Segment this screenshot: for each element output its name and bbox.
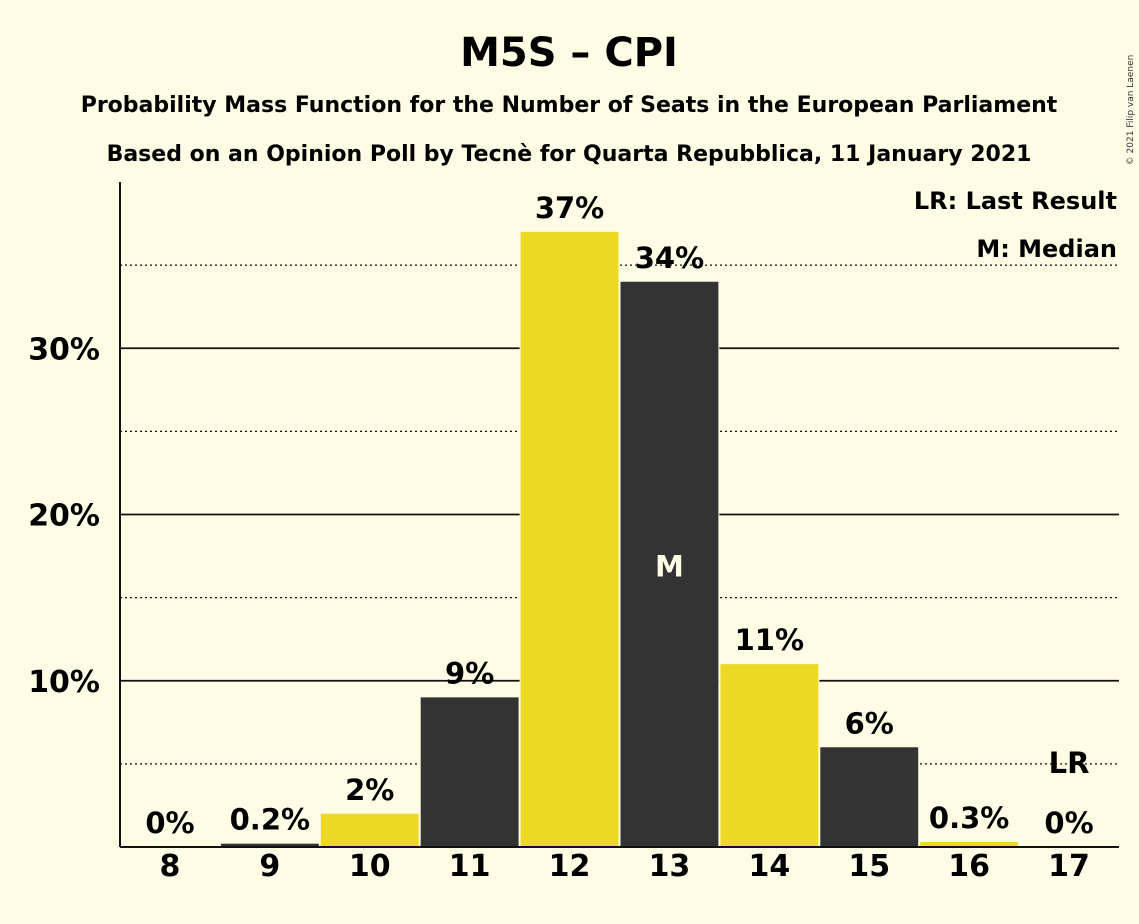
data-label-seat-11: 9%: [445, 656, 494, 690]
bar-seat-15: [820, 747, 919, 847]
x-tick-label-15: 15: [848, 849, 890, 884]
legend-last-result: LR: Last Result: [914, 187, 1117, 215]
bar-seat-13: [620, 281, 719, 847]
bar-seat-14: [720, 664, 819, 847]
chart-subtitle-poll: Based on an Opinion Poll by Tecnè for Qu…: [107, 142, 1032, 167]
legend-median: M: Median: [976, 235, 1117, 263]
y-tick-label-0: 10%: [28, 665, 100, 700]
axes: [119, 182, 1119, 848]
data-label-seat-12: 37%: [535, 191, 604, 225]
x-tick-label-8: 8: [160, 849, 181, 884]
bar-seat-10: [320, 813, 419, 847]
data-label-seat-13: 34%: [635, 241, 704, 275]
y-tick-label-1: 20%: [28, 499, 100, 534]
x-tick-label-14: 14: [748, 849, 790, 884]
copyright-note: © 2021 Filip van Laenen: [1126, 55, 1136, 166]
x-tick-label-16: 16: [948, 849, 990, 884]
bar-seat-11: [420, 697, 519, 847]
x-tick-label-11: 11: [449, 849, 491, 884]
bar-seat-12: [520, 231, 619, 847]
data-label-seat-14: 11%: [735, 623, 804, 657]
chart-subtitle: Probability Mass Function for the Number…: [81, 93, 1058, 118]
x-tick-label-12: 12: [549, 849, 591, 884]
x-tick-label-17: 17: [1048, 849, 1090, 884]
last-result-marker: LR: [1049, 746, 1090, 780]
data-labels: 0% 8 0.2% 9 2% 10 9% 11 37% 12 34% 13 M 11% 14 6% 15 0.3%…: [145, 191, 1093, 884]
bar-seat-9: [220, 843, 319, 847]
data-label-seat-16: 0.3%: [929, 801, 1009, 835]
data-label-seat-10: 2%: [345, 773, 394, 807]
x-tick-label-9: 9: [259, 849, 280, 884]
y-tick-label-2: 30%: [28, 332, 100, 367]
data-label-seat-9: 0.2%: [230, 803, 310, 837]
chart-title: M5S – CPI: [460, 30, 678, 76]
bar-seat-16: [920, 842, 1019, 847]
median-marker: M: [655, 549, 684, 583]
x-tick-label-13: 13: [649, 849, 691, 884]
data-label-seat-15: 6%: [845, 706, 894, 740]
x-tick-label-10: 10: [349, 849, 391, 884]
bars: [219, 229, 1020, 847]
data-label-seat-17: 0%: [1044, 806, 1093, 840]
data-label-seat-8: 0%: [145, 806, 194, 840]
